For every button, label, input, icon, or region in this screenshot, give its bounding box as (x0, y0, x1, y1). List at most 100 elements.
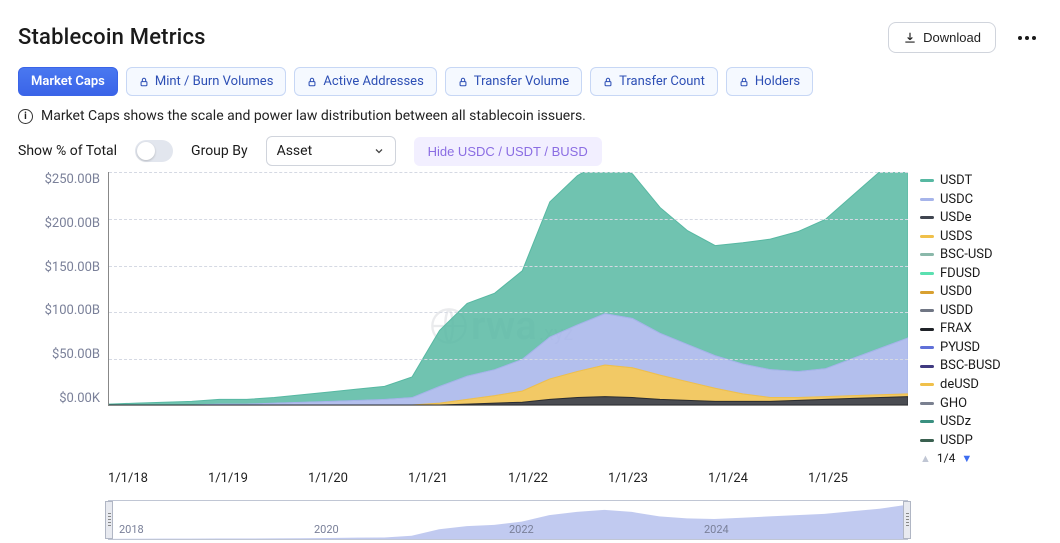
legend-label: USDe (940, 209, 972, 227)
y-tick-label: $150.00B (45, 260, 100, 275)
legend-swatch (920, 216, 934, 219)
legend-label: FRAX (940, 320, 972, 338)
legend-item[interactable]: USDP (920, 432, 1038, 450)
lock-icon (458, 77, 468, 87)
tab-holders[interactable]: Holders (726, 67, 813, 96)
x-tick-label: 1/1/18 (108, 471, 208, 486)
tab-mint-burn[interactable]: Mint / Burn Volumes (126, 67, 287, 96)
y-tick-label: $0.00K (59, 391, 100, 406)
legend-swatch (920, 346, 934, 349)
x-tick-label: 1/1/21 (408, 471, 508, 486)
page-title: Stablecoin Metrics (18, 25, 206, 50)
tab-market-caps[interactable]: Market Caps (18, 67, 118, 96)
x-axis: 1/1/181/1/191/1/201/1/211/1/221/1/231/1/… (108, 471, 908, 486)
legend-label: deUSD (940, 376, 979, 394)
chart-plot[interactable]: rwa .xyz (108, 172, 908, 406)
legend-swatch (920, 272, 934, 275)
brush-label: 2022 (509, 523, 534, 536)
legend-item[interactable]: PYUSD (920, 339, 1038, 357)
legend-item[interactable]: USDC (920, 191, 1038, 209)
legend-swatch (920, 309, 934, 312)
pager-up[interactable]: ▲ (920, 452, 931, 465)
legend-item[interactable]: USDD (920, 302, 1038, 320)
tab-active-addresses[interactable]: Active Addresses (294, 67, 436, 96)
legend-item[interactable]: USDS (920, 228, 1038, 246)
x-tick-label: 1/1/19 (208, 471, 308, 486)
y-tick-label: $250.00B (45, 172, 100, 187)
legend-swatch (920, 420, 934, 423)
group-by-value: Asset (277, 143, 313, 159)
y-tick-label: $100.00B (45, 303, 100, 318)
time-brush[interactable]: 2018 2020 2022 2024 (108, 500, 908, 540)
info-icon: i (18, 109, 33, 124)
legend-label: USDz (940, 413, 971, 431)
lock-icon (603, 77, 613, 87)
legend-label: GHO (940, 395, 967, 413)
download-label: Download (923, 30, 981, 45)
brush-handle-left[interactable] (105, 501, 113, 539)
show-pct-label: Show % of Total (18, 143, 117, 159)
more-menu-button[interactable] (1012, 30, 1042, 46)
brush-label: 2024 (704, 523, 729, 536)
legend-label: USDD (940, 302, 973, 320)
group-by-select[interactable]: Asset (266, 136, 396, 166)
brush-handle-right[interactable] (903, 501, 911, 539)
legend-item[interactable]: BSC-BUSD (920, 357, 1038, 375)
legend-item[interactable]: BSC-USD (920, 246, 1038, 264)
legend-swatch (920, 383, 934, 386)
download-button[interactable]: Download (888, 22, 996, 53)
x-tick-label: 1/1/22 (508, 471, 608, 486)
tab-transfer-count[interactable]: Transfer Count (590, 67, 718, 96)
legend-label: BSC-USD (940, 246, 993, 264)
chevron-down-icon (373, 145, 385, 157)
y-tick-label: $200.00B (45, 216, 100, 231)
legend-swatch (920, 439, 934, 442)
legend-item[interactable]: USD0 (920, 283, 1038, 301)
lock-icon (307, 77, 317, 87)
legend-label: FDUSD (940, 265, 980, 283)
legend-pager: ▲ 1/4 ▼ (920, 451, 1038, 465)
legend-label: USDP (940, 432, 973, 450)
tab-transfer-volume[interactable]: Transfer Volume (445, 67, 582, 96)
x-tick-label: 1/1/24 (708, 471, 808, 486)
x-tick-label: 1/1/20 (308, 471, 408, 486)
legend: USDTUSDCUSDeUSDSBSC-USDFDUSDUSD0USDDFRAX… (908, 172, 1038, 465)
show-pct-toggle[interactable] (135, 140, 173, 162)
pager-page: 1/4 (937, 451, 955, 465)
legend-item[interactable]: USDT (920, 172, 1038, 190)
info-text: Market Caps shows the scale and power la… (41, 108, 586, 124)
y-tick-label: $50.00B (52, 347, 100, 362)
legend-swatch (920, 402, 934, 405)
download-icon (903, 31, 917, 45)
lock-icon (139, 77, 149, 87)
info-row: i Market Caps shows the scale and power … (18, 108, 1042, 124)
legend-item[interactable]: USDe (920, 209, 1038, 227)
legend-swatch (920, 179, 934, 182)
legend-swatch (920, 291, 934, 294)
legend-label: USDT (940, 172, 972, 190)
lock-icon (739, 77, 749, 87)
legend-swatch (920, 328, 934, 331)
legend-swatch (920, 235, 934, 238)
hide-major-button[interactable]: Hide USDC / USDT / BUSD (414, 137, 602, 166)
legend-label: USD0 (940, 283, 972, 301)
legend-item[interactable]: USDz (920, 413, 1038, 431)
metric-tabs: Market Caps Mint / Burn Volumes Active A… (18, 67, 1042, 96)
legend-swatch (920, 253, 934, 256)
legend-swatch (920, 198, 934, 201)
pager-down[interactable]: ▼ (961, 452, 972, 465)
legend-label: PYUSD (940, 339, 980, 357)
brush-label: 2020 (314, 523, 339, 536)
legend-swatch (920, 365, 934, 368)
x-tick-label: 1/1/25 (808, 471, 908, 486)
legend-item[interactable]: FDUSD (920, 265, 1038, 283)
x-tick-label: 1/1/23 (608, 471, 708, 486)
legend-item[interactable]: GHO (920, 395, 1038, 413)
legend-item[interactable]: deUSD (920, 376, 1038, 394)
legend-label: USDC (940, 191, 973, 209)
legend-label: USDS (940, 228, 972, 246)
group-by-label: Group By (191, 143, 248, 159)
legend-item[interactable]: FRAX (920, 320, 1038, 338)
legend-label: BSC-BUSD (940, 357, 1001, 375)
brush-label: 2018 (119, 523, 144, 536)
